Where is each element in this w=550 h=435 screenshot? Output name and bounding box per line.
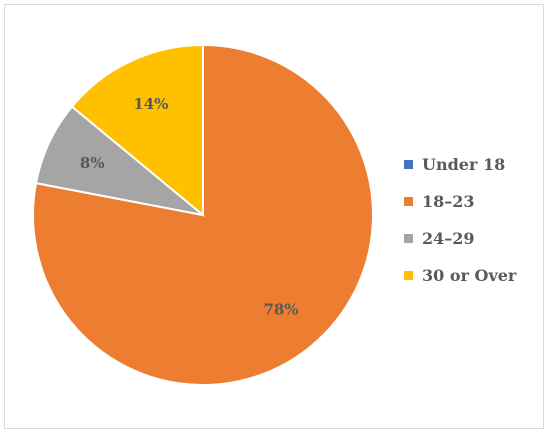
legend-swatch [404, 197, 413, 206]
legend-label: 18–23 [422, 192, 475, 211]
legend-swatch [404, 271, 413, 280]
legend-swatch [404, 234, 413, 243]
data-label-24-29: 8% [80, 154, 105, 172]
legend-item: Under 18 [404, 146, 516, 183]
data-label-18-23: 78% [263, 300, 298, 318]
legend-item: 30 or Over [404, 257, 516, 294]
legend-label: Under 18 [422, 155, 506, 174]
pie-slice-18-23 [32, 43, 374, 386]
data-label-30-or-over: 14% [133, 95, 168, 113]
legend-item: 24–29 [404, 220, 516, 257]
legend-label: 30 or Over [422, 266, 517, 285]
legend-label: 24–29 [422, 229, 475, 248]
legend: Under 18 18–23 24–29 30 or Over [404, 146, 516, 294]
pie-slice-30-or-over [70, 43, 204, 218]
legend-swatch [404, 160, 413, 169]
legend-item: 18–23 [404, 183, 516, 220]
